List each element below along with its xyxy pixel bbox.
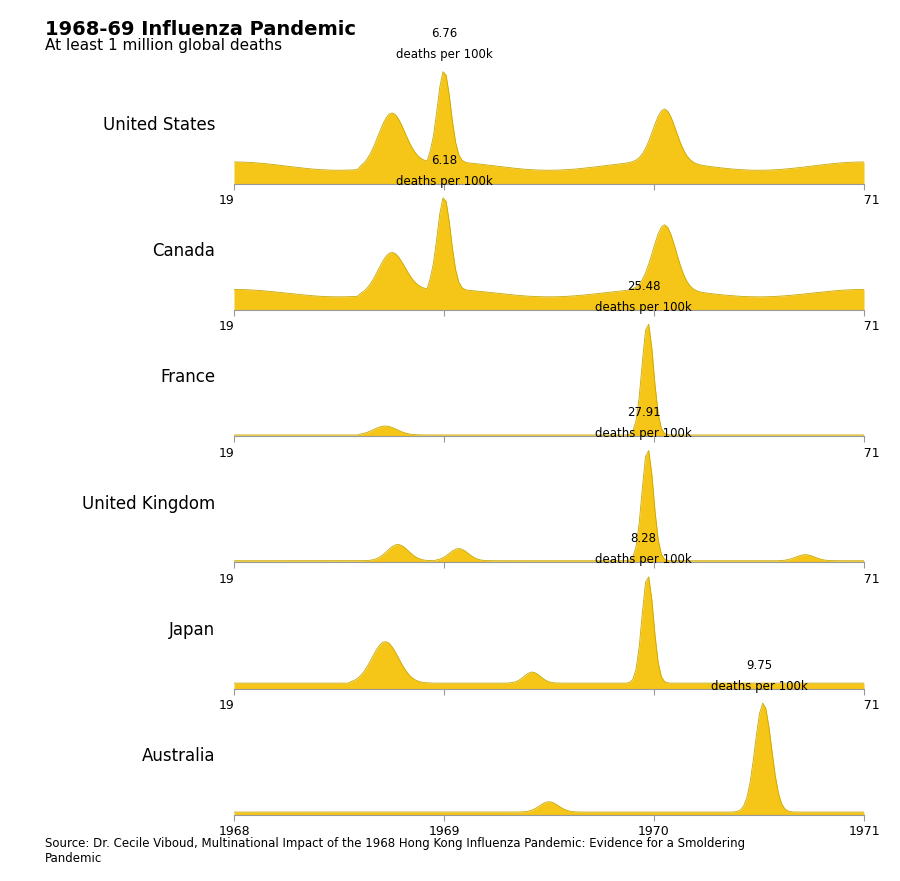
Text: 6.18: 6.18: [431, 153, 457, 167]
Text: deaths per 100k: deaths per 100k: [711, 680, 807, 692]
Text: 8.28: 8.28: [631, 532, 656, 545]
Text: United States: United States: [103, 115, 215, 134]
Text: 1968-69 Influenza Pandemic: 1968-69 Influenza Pandemic: [45, 20, 356, 40]
Text: 25.48: 25.48: [626, 280, 661, 292]
Text: Japan: Japan: [169, 621, 215, 639]
Text: 6.76: 6.76: [431, 27, 457, 41]
Text: deaths per 100k: deaths per 100k: [396, 48, 492, 62]
Text: deaths per 100k: deaths per 100k: [595, 553, 692, 566]
Text: United Kingdom: United Kingdom: [82, 494, 215, 513]
Text: France: France: [160, 368, 215, 387]
Text: deaths per 100k: deaths per 100k: [595, 427, 692, 440]
Text: Source: Dr. Cecile Viboud, Multinational Impact of the 1968 Hong Kong Influenza : Source: Dr. Cecile Viboud, Multinational…: [45, 837, 745, 865]
Text: deaths per 100k: deaths per 100k: [595, 301, 692, 314]
Text: 9.75: 9.75: [746, 659, 772, 671]
Text: Canada: Canada: [152, 242, 215, 260]
Text: deaths per 100k: deaths per 100k: [396, 174, 492, 188]
Text: Australia: Australia: [141, 747, 215, 766]
Text: At least 1 million global deaths: At least 1 million global deaths: [45, 38, 282, 53]
Text: 27.91: 27.91: [626, 406, 661, 419]
